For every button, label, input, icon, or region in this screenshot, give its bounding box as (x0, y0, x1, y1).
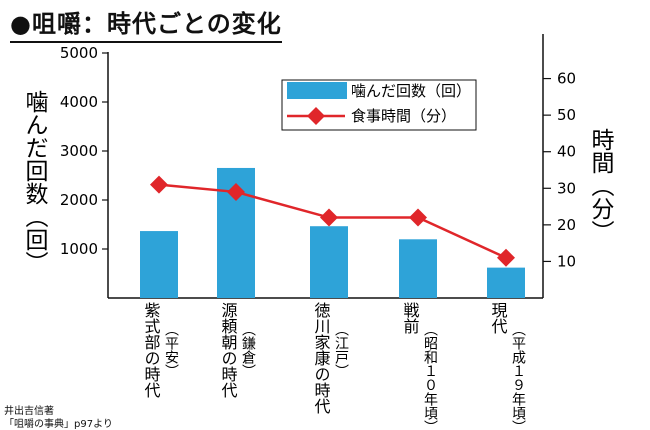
left-axis-label: 噛んだ回数（回） (21, 90, 49, 274)
right-tick-label: 60 (557, 70, 576, 88)
left-tick-label: 3000 (60, 142, 98, 160)
left-tick-label: 5000 (60, 44, 98, 62)
left-tick-label: 4000 (60, 93, 98, 111)
source-reference: 「咀嚼の事典」p97より (4, 419, 113, 430)
meal-time-marker-5 (497, 248, 515, 267)
category-era-label: （平成１９年頃） (510, 322, 526, 430)
right-tick-label: 40 (557, 143, 576, 161)
chart-title: ●咀嚼：時代ごとの変化 (10, 4, 282, 43)
category-label: 源頼朝の時代 (219, 302, 238, 399)
legend-bar-swatch (287, 82, 347, 99)
bar-1 (140, 231, 178, 298)
legend-line-label: 食事時間（分） (351, 107, 456, 125)
meal-time-marker-3 (320, 208, 338, 227)
meal-time-marker-2 (227, 182, 245, 201)
legend-line-marker (307, 107, 325, 125)
right-tick-label: 50 (557, 106, 576, 124)
category-era-label: （鎌倉） (240, 322, 256, 378)
source-author: 井出吉信著 (4, 406, 54, 417)
left-tick-label: 2000 (60, 191, 98, 209)
right-tick-label: 30 (557, 179, 576, 197)
category-label: 現代 (489, 302, 508, 335)
bar-4 (399, 239, 437, 298)
legend-bar-label: 噛んだ回数（回） (351, 82, 471, 100)
category-label: 戦前 (401, 302, 420, 335)
category-era-label: （江戸） (333, 322, 349, 378)
category-era-label: （昭和１０年頃） (422, 322, 438, 430)
category-label: 徳川家康の時代 (312, 302, 331, 415)
right-tick-label: 20 (557, 216, 576, 234)
bar-3 (310, 226, 348, 298)
right-axis-label: 時間（分） (587, 128, 615, 243)
category-label: 紫式部の時代 (142, 302, 161, 399)
right-tick-label: 10 (557, 252, 576, 270)
left-tick-label: 1000 (60, 240, 98, 258)
meal-time-marker-4 (409, 208, 427, 227)
meal-time-marker-1 (150, 175, 168, 194)
bar-5 (487, 267, 525, 298)
category-era-label: （平安） (163, 322, 179, 378)
